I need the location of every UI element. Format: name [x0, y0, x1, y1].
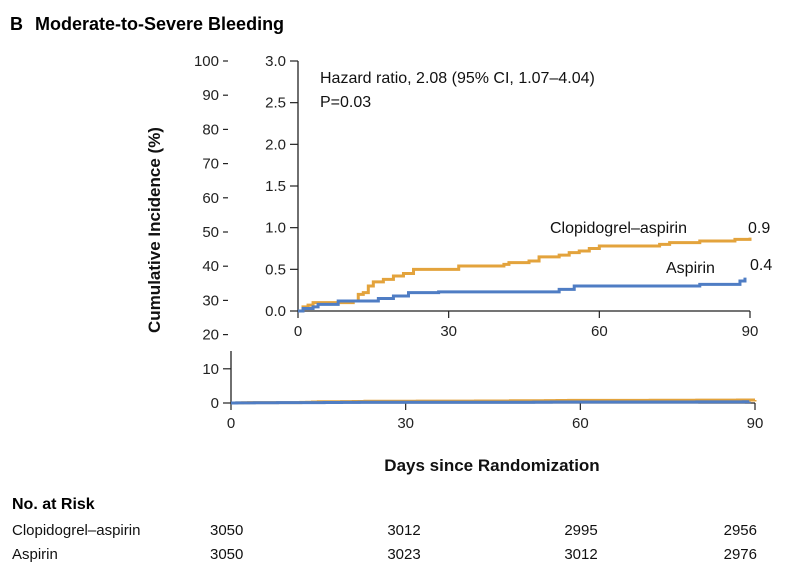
at-risk-value: 3050 — [210, 546, 243, 563]
y-tick-label: 40 — [202, 258, 219, 275]
inset-y-tick-label: 2.5 — [265, 95, 286, 112]
at-risk-value: 3023 — [387, 546, 420, 563]
end-label-clopidogrel-aspirin: 0.9 — [748, 220, 770, 237]
end-label-aspirin: 0.4 — [750, 257, 772, 274]
y-tick-label: 60 — [202, 190, 219, 207]
panel-letter: B — [10, 14, 23, 34]
at-risk-values: 3050 3012 2995 2956 3050 3023 3012 2976 — [210, 522, 757, 563]
main-series-lines — [231, 398, 757, 405]
hazard-ratio-annotation: Hazard ratio, 2.08 (95% CI, 1.07–4.04) — [320, 70, 595, 87]
y-tick-label: 0 — [211, 395, 219, 412]
y-tick-label: 30 — [202, 292, 219, 309]
y-tick-label: 80 — [202, 121, 219, 138]
y-tick-label: 50 — [202, 224, 219, 241]
inset-y-tick-label: 0.5 — [265, 261, 286, 278]
inset-x-tick-label: 60 — [591, 323, 608, 340]
x-axis-title: Days since Randomization — [384, 456, 599, 475]
at-risk-value: 2976 — [724, 546, 757, 563]
at-risk-value: 3012 — [387, 522, 420, 539]
at-risk-row-label: Aspirin — [12, 546, 58, 563]
x-tick-label: 0 — [227, 415, 235, 432]
inset-y-tick-label: 0.0 — [265, 303, 286, 320]
inset-x-tick-label: 90 — [742, 323, 759, 340]
y-tick-label: 10 — [202, 361, 219, 378]
inset-x-tick-label: 30 — [440, 323, 457, 340]
at-risk-value: 2995 — [564, 522, 597, 539]
inset-line-aspirin — [298, 277, 747, 313]
x-tick-label: 30 — [397, 415, 414, 432]
x-tick-label: 90 — [747, 415, 764, 432]
inset-y-tick-label: 2.0 — [265, 136, 286, 153]
y-tick-label: 20 — [202, 327, 219, 344]
p-value-annotation: P=0.03 — [320, 94, 371, 111]
at-risk-value: 2956 — [724, 522, 757, 539]
at-risk-title: No. at Risk — [12, 496, 95, 513]
main-line-aspirin — [231, 400, 751, 405]
inset-y-tick-label: 1.0 — [265, 220, 286, 237]
y-tick-label: 100 — [194, 53, 219, 70]
y-tick-label: 90 — [202, 87, 219, 104]
inset-y-tick-label: 3.0 — [265, 53, 286, 70]
series-label-clopidogrel-aspirin: Clopidogrel–aspirin — [550, 220, 687, 237]
chart-title: Moderate-to-Severe Bleeding — [35, 14, 284, 34]
y-axis-title: Cumulative Incidence (%) — [145, 127, 164, 333]
at-risk-value: 3012 — [564, 546, 597, 563]
inset-y-tick-label: 1.5 — [265, 178, 286, 195]
inset-x-tick-label: 0 — [294, 323, 302, 340]
y-tick-label: 70 — [202, 156, 219, 173]
x-tick-label: 60 — [572, 415, 589, 432]
series-label-aspirin: Aspirin — [666, 260, 715, 277]
inset-series-lines — [298, 237, 752, 313]
at-risk-row-label: Clopidogrel–aspirin — [12, 522, 140, 539]
at-risk-value: 3050 — [210, 522, 243, 539]
